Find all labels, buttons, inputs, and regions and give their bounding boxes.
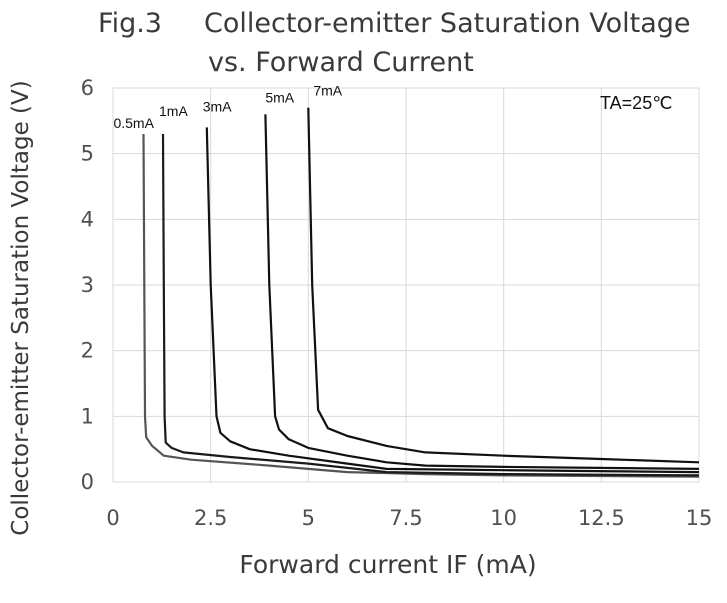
series-layer [142,107,700,478]
y-tick-label: 0 [81,470,94,494]
series-label-3mA: 3mA [203,98,232,114]
chart-title-line2: vs. Forward Current [208,47,474,78]
y-axis-label: Collector-emitter Saturation Voltage (V) [8,80,34,535]
annotation-temperature: TA=25℃ [600,93,672,113]
series-label-7mA: 7mA [313,83,342,99]
x-tick-labels: 0 2.5 5 7.5 10 12.5 15 [106,506,712,530]
x-tick-label: 12.5 [578,506,625,530]
y-tick-label: 3 [81,273,94,297]
series-line-7mA [307,107,700,464]
x-tick-label: 0 [106,506,119,530]
y-tick-label: 1 [81,404,94,428]
y-tick-label: 5 [81,142,94,166]
y-tick-label: 2 [81,339,94,363]
x-tick-label: 2.5 [194,506,227,530]
series-line-0.5mA [142,133,700,478]
curve-labels: 0.5mA 1mA 3mA 5mA 7mA [113,83,342,131]
series-label-5mA: 5mA [265,89,294,105]
x-tick-label: 15 [686,506,713,530]
y-tick-label: 6 [81,76,94,100]
x-tick-label: 5 [302,506,315,530]
series-label-1mA: 1mA [159,103,188,119]
series-line-5mA [264,114,700,470]
x-axis-label: Forward current IF (mA) [239,550,536,579]
series-line-1mA [161,133,700,477]
y-tick-label: 4 [81,207,94,231]
x-tick-label: 10 [490,506,517,530]
chart-title-line1: Collector-emitter Saturation Voltage [204,8,691,39]
figure-number: Fig.3 [98,8,162,39]
series-label-0.5mA: 0.5mA [113,115,154,131]
x-tick-label: 7.5 [389,506,422,530]
series-line-3mA [205,127,700,474]
y-tick-labels: 0 1 2 3 4 5 6 [81,76,94,494]
